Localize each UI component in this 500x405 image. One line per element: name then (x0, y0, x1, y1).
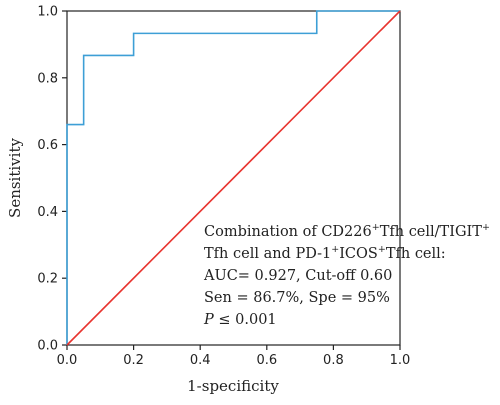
chart-annotation: Combination of CD226+Tfh cell/TIGIT+ Tfh… (203, 222, 490, 328)
series-lines (66, 10, 401, 346)
x-tick-label: 0.2 (123, 353, 144, 368)
y-tick-label: 0.2 (37, 272, 58, 287)
annotation-line-5: P ≤ 0.001 (203, 312, 277, 328)
y-tick-label: 0.8 (37, 71, 58, 86)
y-tick-label: 0.0 (37, 339, 58, 354)
annotation-line-2: Tfh cell and PD-1+ICOS+Tfh cell: (204, 244, 446, 262)
annotation-line-3: AUC= 0.927, Cut-off 0.60 (203, 268, 392, 284)
axis-ticks: 0.0 0.2 0.4 0.6 0.8 1.0 0.0 0.2 0.4 0.6 0.8 1.0 (37, 5, 410, 369)
reference-diagonal-line (66, 10, 401, 346)
x-tick-label: 1.0 (390, 353, 411, 368)
x-axis-title: 1-specificity (187, 377, 279, 395)
y-axis-title: Sensitivity (6, 138, 24, 218)
annotation-line-4: Sen = 86.7%, Spe = 95% (204, 290, 390, 306)
x-tick-label: 0.0 (57, 353, 78, 368)
y-tick-label: 0.6 (37, 138, 58, 153)
y-tick-label: 1.0 (37, 5, 58, 20)
x-tick-label: 0.4 (190, 353, 211, 368)
annotation-line-1: Combination of CD226+Tfh cell/TIGIT+ (204, 222, 490, 240)
x-tick-label: 0.6 (256, 353, 277, 368)
x-tick-label: 0.8 (323, 353, 344, 368)
y-tick-label: 0.4 (37, 205, 58, 220)
roc-curve-line (66, 10, 400, 345)
